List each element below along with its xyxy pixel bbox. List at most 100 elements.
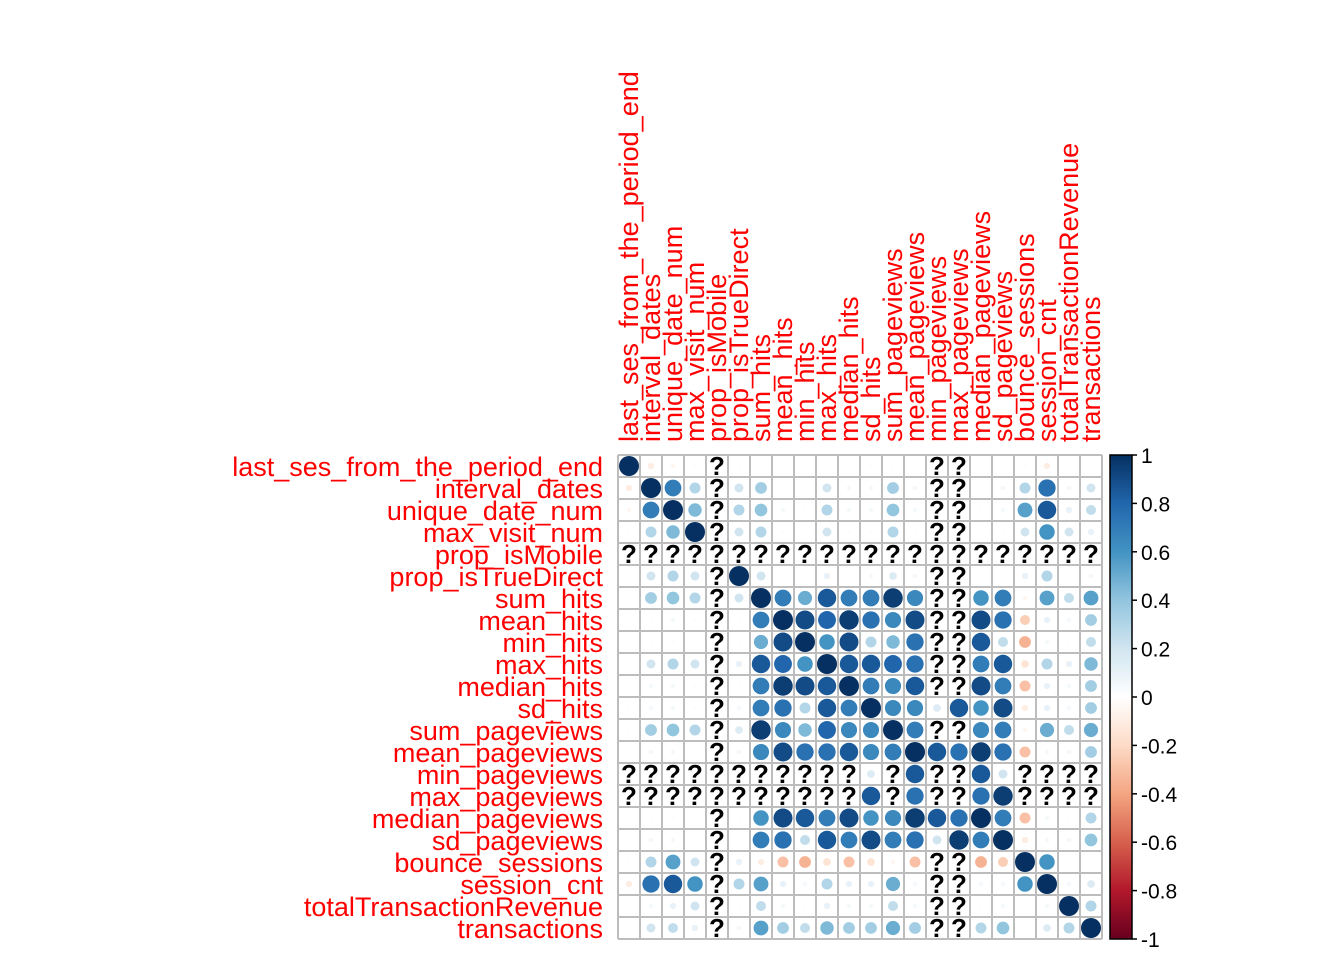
corr-cell-5-3 bbox=[690, 571, 700, 581]
corr-cell-11-13 bbox=[906, 699, 924, 717]
corr-cell-3-0 bbox=[627, 530, 631, 534]
row-label-interval-dates: interval_dates bbox=[435, 474, 603, 504]
corr-cell-2-6 bbox=[754, 503, 768, 517]
corr-cell-16-19 bbox=[1044, 815, 1050, 821]
corr-cell-19-3 bbox=[687, 876, 703, 892]
corr-cell-5-21 bbox=[1088, 573, 1094, 579]
corr-cell-12-19 bbox=[1039, 722, 1055, 738]
missing-marker: ? bbox=[929, 583, 945, 613]
corr-cell-0-5 bbox=[737, 464, 741, 468]
col-label-unique-date-num: unique_date_num bbox=[658, 226, 688, 442]
row-labels: last_ses_from_the_period_endinterval_dat… bbox=[232, 452, 603, 944]
corr-cell-18-5 bbox=[735, 858, 743, 866]
missing-marker: ? bbox=[1083, 781, 1099, 811]
missing-marker: ? bbox=[753, 539, 769, 569]
corr-cell-10-16 bbox=[971, 676, 991, 696]
corr-cell-19-1 bbox=[642, 875, 660, 893]
missing-marker: ? bbox=[775, 759, 791, 789]
missing-marker: ? bbox=[753, 781, 769, 811]
corr-cell-5-6 bbox=[756, 571, 766, 581]
colorbar-tick-label: 0 bbox=[1141, 687, 1153, 710]
missing-marker: ? bbox=[951, 517, 967, 547]
corr-cell-17-10 bbox=[840, 831, 858, 849]
corr-cell-21-2 bbox=[668, 923, 678, 933]
missing-marker: ? bbox=[951, 671, 967, 701]
corr-cell-10-3 bbox=[693, 684, 697, 688]
corr-cell-18-0 bbox=[627, 860, 631, 864]
corr-cell-3-9 bbox=[822, 527, 832, 537]
row-label-sum-hits: sum_hits bbox=[495, 584, 603, 614]
corr-cell-10-1 bbox=[648, 683, 654, 689]
missing-marker: ? bbox=[929, 891, 945, 921]
corr-cell-5-13 bbox=[912, 573, 918, 579]
row-label-prop-istruedirect: prop_isTrueDirect bbox=[389, 562, 603, 592]
corr-cell-18-6 bbox=[757, 858, 765, 866]
corr-cell-16-3 bbox=[693, 816, 697, 820]
corr-cell-19-5 bbox=[733, 878, 745, 890]
row-label-sum-pageviews: sum_pageviews bbox=[409, 716, 603, 746]
corr-cell-21-21 bbox=[1081, 918, 1101, 938]
corr-cell-20-10 bbox=[846, 903, 852, 909]
missing-marker: ? bbox=[797, 539, 813, 569]
corr-cell-1-6 bbox=[755, 482, 767, 494]
corr-cell-6-11 bbox=[862, 589, 880, 607]
corr-cell-1-2 bbox=[664, 479, 682, 497]
corr-cell-19-7 bbox=[779, 880, 787, 888]
col-label-session-cnt: session_cnt bbox=[1032, 299, 1062, 442]
corr-cell-20-5 bbox=[737, 904, 741, 908]
corr-cell-14-13 bbox=[905, 764, 925, 784]
row-label-totaltransactionrevenue: totalTransactionRevenue bbox=[304, 892, 603, 922]
missing-marker: ? bbox=[775, 781, 791, 811]
corr-cell-1-3 bbox=[689, 482, 701, 494]
missing-marker: ? bbox=[709, 561, 725, 591]
corr-cell-16-13 bbox=[905, 808, 925, 828]
missing-marker: ? bbox=[709, 649, 725, 679]
corr-cell-18-8 bbox=[799, 856, 811, 868]
corr-cell-0-1 bbox=[647, 462, 655, 470]
corr-cell-10-10 bbox=[839, 676, 859, 696]
row-label-mean-hits: mean_hits bbox=[478, 606, 603, 636]
corr-cell-7-7 bbox=[773, 610, 793, 630]
corr-cell-9-6 bbox=[751, 654, 771, 674]
corr-cell-17-5 bbox=[737, 838, 741, 842]
missing-marker: ? bbox=[1083, 539, 1099, 569]
corr-cell-12-0 bbox=[627, 728, 631, 732]
missing-marker: ? bbox=[929, 517, 945, 547]
row-label-max-visit-num: max_visit_num bbox=[423, 518, 603, 548]
corr-cell-3-5 bbox=[734, 527, 744, 537]
corr-cell-0-3 bbox=[693, 464, 697, 468]
colorbar-tick-label: -0.6 bbox=[1141, 832, 1177, 855]
missing-marker: ? bbox=[995, 539, 1011, 569]
corr-cell-21-0 bbox=[627, 926, 631, 930]
missing-marker: ? bbox=[1039, 539, 1055, 569]
corr-cell-0-21 bbox=[1089, 464, 1093, 468]
corr-cell-5-5 bbox=[729, 566, 749, 586]
corr-cell-0-16 bbox=[979, 464, 983, 468]
corr-cell-10-17 bbox=[994, 677, 1012, 695]
corr-cell-2-8 bbox=[803, 508, 807, 512]
corr-cell-2-21 bbox=[1086, 505, 1096, 515]
corr-cell-12-5 bbox=[735, 726, 743, 734]
corr-cell-19-11 bbox=[867, 880, 875, 888]
matrix-cells: ????????????????????????????????????????… bbox=[619, 451, 1101, 943]
col-label-mean-pageviews: mean_pageviews bbox=[900, 232, 930, 442]
corr-cell-0-10 bbox=[847, 464, 851, 468]
corr-cell-18-1 bbox=[645, 856, 657, 868]
corr-cell-6-13 bbox=[906, 589, 924, 607]
corr-cell-5-19 bbox=[1041, 570, 1053, 582]
missing-marker: ? bbox=[951, 869, 967, 899]
row-label-min-pageviews: min_pageviews bbox=[417, 760, 603, 790]
corr-cell-13-20 bbox=[1066, 749, 1072, 755]
corr-cell-3-13 bbox=[913, 530, 917, 534]
missing-marker: ? bbox=[1083, 759, 1099, 789]
corr-cell-21-3 bbox=[691, 924, 699, 932]
corr-cell-11-15 bbox=[949, 698, 969, 718]
corr-cell-20-16 bbox=[979, 904, 983, 908]
corr-cell-20-1 bbox=[648, 903, 654, 909]
corr-cell-7-6 bbox=[752, 611, 770, 629]
corr-cell-3-10 bbox=[847, 530, 851, 534]
corr-cell-1-21 bbox=[1086, 483, 1096, 493]
missing-marker: ? bbox=[973, 539, 989, 569]
corr-cell-8-0 bbox=[627, 640, 631, 644]
corr-cell-11-2 bbox=[670, 705, 676, 711]
